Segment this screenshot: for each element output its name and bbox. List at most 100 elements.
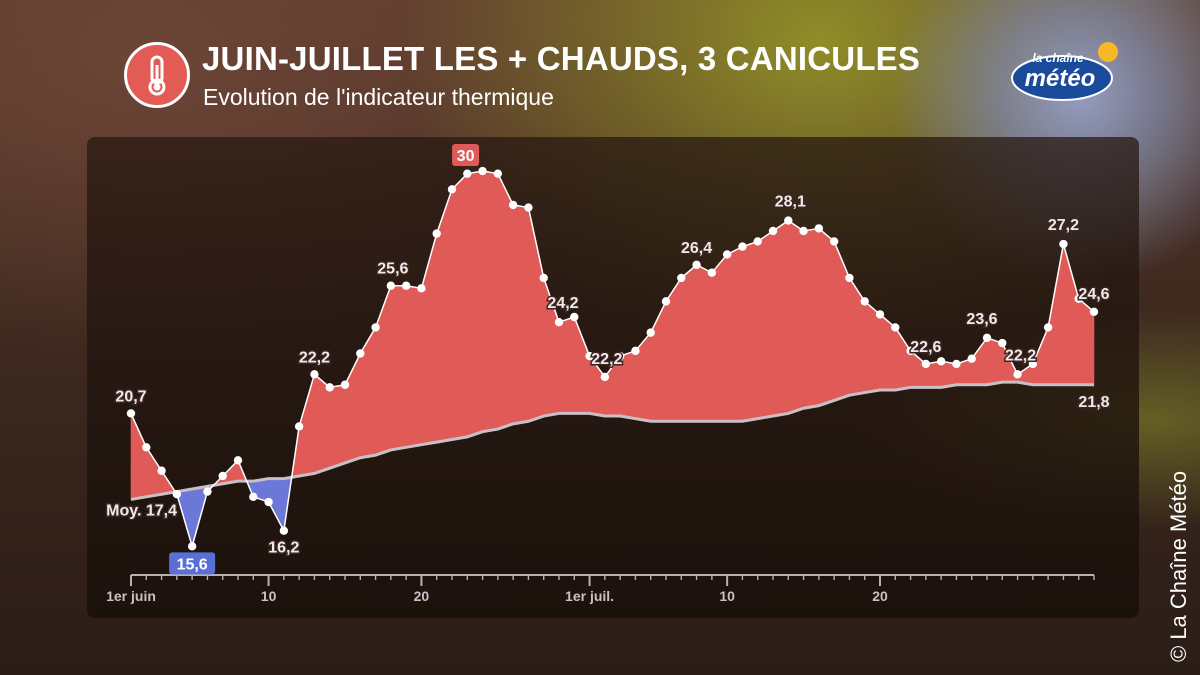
data-point [203,487,212,496]
data-label-max: 30 [457,148,475,165]
data-point [294,422,304,431]
data-point [371,323,380,332]
data-point [860,297,869,306]
x-tick-label: 1er juin [106,588,156,604]
data-label-min-bg [169,552,216,575]
data-point [891,323,900,332]
x-tick-label: 20 [872,588,888,604]
data-point [570,312,579,322]
data-label: 24,2 [547,295,578,312]
data-point [982,333,992,343]
data-point [906,346,915,356]
data-point [126,409,136,418]
chart-subtitle: Evolution de l'indicateur thermique [203,84,554,110]
data-point [967,354,976,363]
data-point [1013,370,1022,379]
data-point [768,226,778,236]
data-label-min: 15,6 [177,556,208,573]
area-above-normal [711,253,728,422]
normal-end-label: 21,8 [1078,394,1109,411]
area-above-normal [421,233,438,446]
data-point [1043,323,1053,332]
data-point [264,497,273,507]
area-above-normal [772,220,789,417]
area-above-normal [757,230,774,419]
data-point [998,338,1007,348]
area-above-normal [329,384,346,469]
data-point [172,490,182,499]
data-point [875,310,885,319]
area-above-normal [894,326,911,391]
data-point [310,370,319,379]
data-point [845,273,854,283]
area-above-normal [573,316,590,414]
x-axis: 1er juin 10 20 1er juil. 10 20 [106,574,1095,604]
series-lines [130,170,1095,550]
logo-line1: la chaîne [1032,51,1084,65]
data-point [356,349,365,358]
data-point [585,351,594,361]
area-above-normal [405,285,422,448]
data-label: 22,6 [910,339,941,356]
area-above-normal [650,301,667,422]
data-point [539,273,548,283]
data-point [554,318,564,327]
data-points [126,166,1099,551]
data-label: 16,2 [268,540,299,557]
data-point [187,542,197,551]
area-above-normal [849,276,866,396]
area-above-normal [680,264,697,422]
x-tick-label: 10 [719,588,735,604]
data-point [417,284,426,293]
data-point [631,346,640,356]
data-point [829,237,839,246]
area-above-normal [466,170,483,438]
data-point [646,328,655,337]
data-label: 22,2 [299,349,330,366]
data-point [692,260,701,270]
data-point [936,357,946,366]
area-above-normal [726,246,743,422]
data-point [401,281,411,290]
thermometer-icon [124,42,190,108]
chart-title: JUIN-JUILLET LES + CHAUDS, 3 CANICULES [202,40,921,77]
area-above-normal [635,331,652,422]
data-point [722,250,732,259]
area-above-normal [696,264,713,422]
data-label: 27,2 [1048,217,1079,234]
data-point [249,492,258,502]
data-label: 22,2 [591,351,622,368]
data-point [738,242,747,251]
x-tick-label: 10 [261,588,277,604]
data-point [447,185,457,194]
data-point [600,372,610,382]
area-above-normal [130,413,147,500]
x-tick-label: 20 [414,588,430,604]
x-tick-label: 1er juil. [565,588,614,604]
area-fills [130,170,1095,547]
data-point [1059,239,1068,249]
data-point [799,226,808,236]
data-point [814,224,824,233]
data-point [432,229,441,238]
data-point [1089,307,1099,316]
data-point [524,203,533,212]
data-label: 20,7 [115,388,146,405]
data-label: 25,6 [377,261,408,278]
area-above-normal [833,241,850,401]
data-point [233,456,243,465]
data-point [386,281,396,290]
area-above-normal [512,204,529,425]
area-above-normal [742,241,759,422]
area-above-normal [359,326,376,459]
data-point [1028,359,1038,369]
area-above-normal [375,285,392,456]
data-point [615,351,625,361]
data-label: 23,6 [966,311,997,328]
normal-start-label: Moy. 17,4 [106,502,177,519]
data-point [707,268,717,277]
data-point [753,237,762,246]
data-point [1074,294,1083,303]
data-label-max-bg [452,144,480,166]
data-label: 26,4 [681,240,712,257]
